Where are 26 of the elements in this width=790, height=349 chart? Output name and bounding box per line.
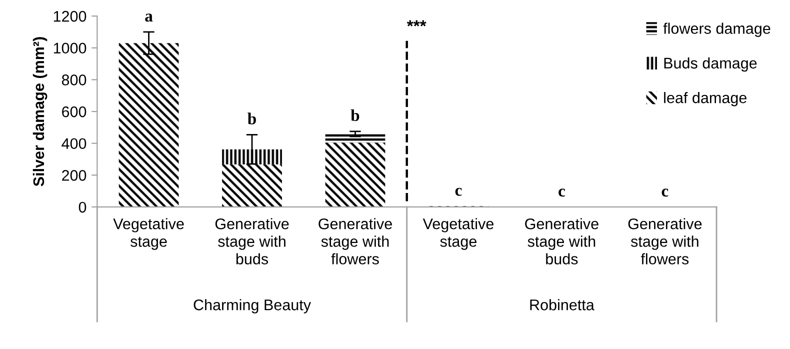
legend-label: leaf damage <box>664 92 746 106</box>
legend-label: Buds damage <box>664 57 757 72</box>
text: Robinetta <box>530 299 594 310</box>
text: c <box>662 188 668 197</box>
x-tick-label: Generative stage with flowers <box>318 218 392 264</box>
y-tick-label: 1200 <box>54 10 86 22</box>
y-tick-label: 200 <box>62 170 86 181</box>
legend-label: flowers damage <box>663 22 770 37</box>
y-tick-label: 0 <box>78 202 86 213</box>
annotation: *** <box>406 20 426 26</box>
text: a <box>145 14 153 22</box>
y-tick-label: 400 <box>62 138 86 150</box>
text: c <box>558 188 565 197</box>
y-tick-label: 600 <box>62 106 86 118</box>
x-tick-label: Generative stage with flowers <box>628 218 702 264</box>
x-tick-label: Vegetative stage <box>113 218 184 250</box>
text: b <box>350 109 360 122</box>
x-tick-label: Vegetative stage <box>422 218 494 250</box>
text: Charming Beauty <box>194 299 312 314</box>
y-tick-label: 1000 <box>54 42 86 54</box>
text: b <box>248 112 256 124</box>
x-tick-label: Generative stage with buds <box>525 218 598 264</box>
y-tick-label: 800 <box>62 74 86 86</box>
text: c <box>455 188 462 196</box>
y-axis-title: Silver damage (mm²) <box>32 37 48 186</box>
x-tick-label: Generative stage with buds <box>215 218 289 264</box>
